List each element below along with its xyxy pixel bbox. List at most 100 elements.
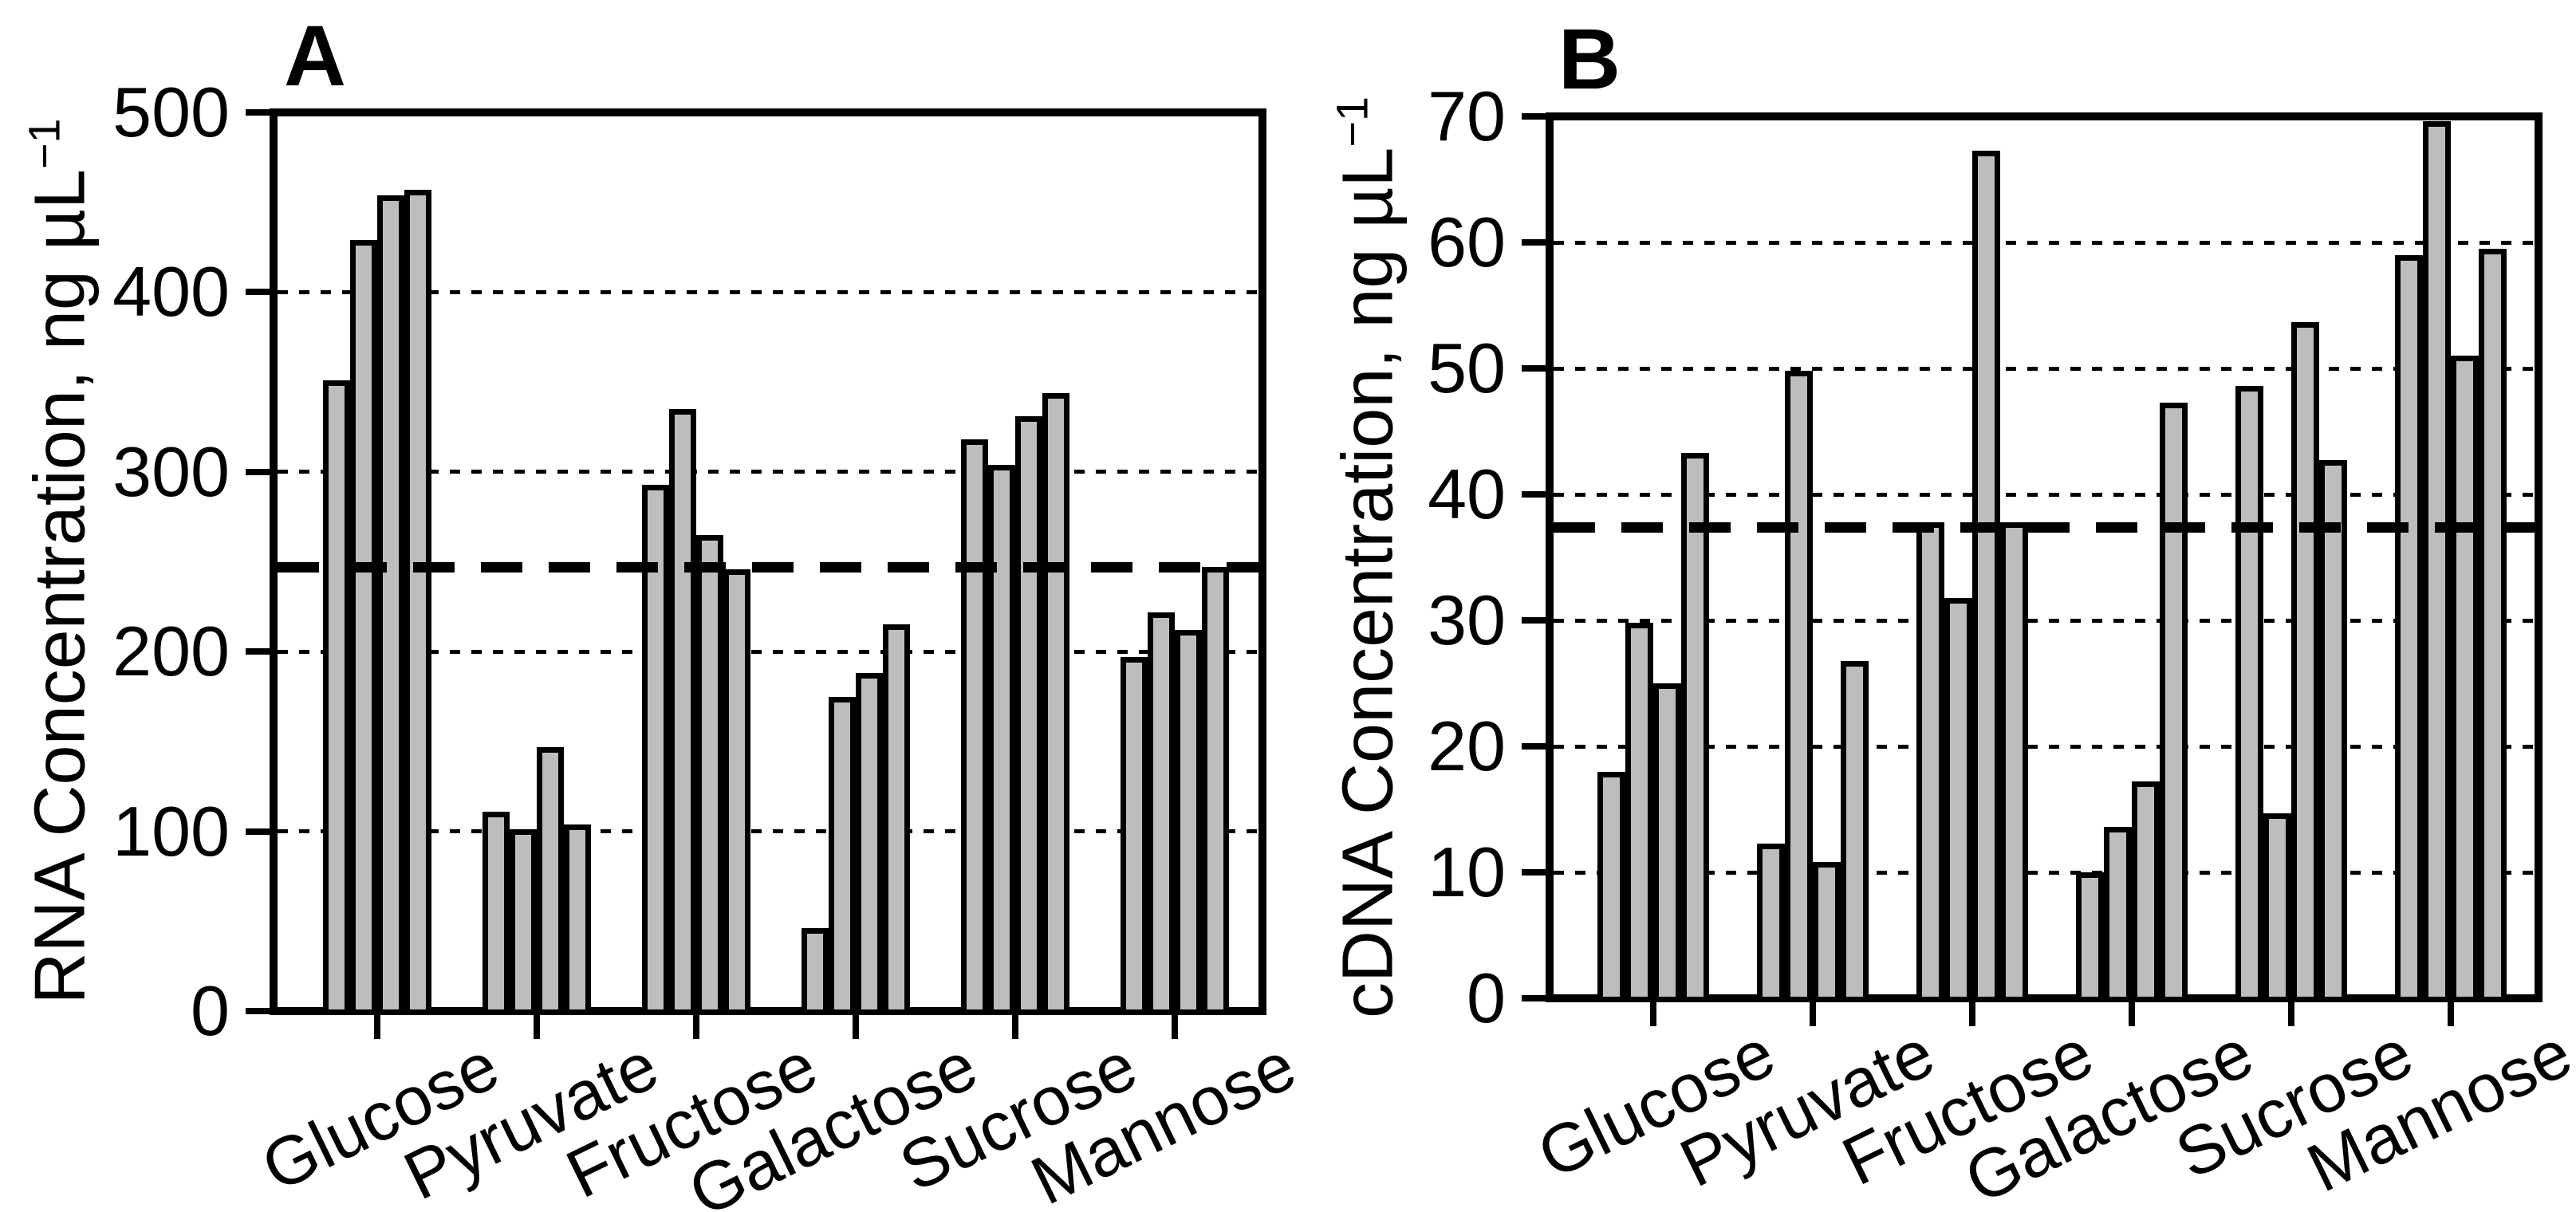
panel-a-reference-line — [278, 561, 1258, 573]
panel-a-bar-galactose-4 — [883, 624, 910, 1015]
panel-a-bar-sucrose-3 — [1015, 416, 1042, 1015]
panel-b-x-tick-fructose — [1969, 1002, 1975, 1026]
panel-b-y-tick-label-0: 0 — [1467, 958, 1506, 1037]
panel-a-bar-mannose-4 — [1202, 567, 1229, 1015]
panel-b-y-tick-70 — [1522, 113, 1546, 120]
panel-b-y-tick-10 — [1522, 869, 1546, 876]
panel-a-y-tick-200 — [246, 648, 270, 655]
panel-a-bar-galactose-3 — [856, 673, 883, 1015]
panel-a-x-tick-glucose — [374, 1015, 380, 1039]
panel-a-y-tick-100 — [246, 828, 270, 835]
panel-a-bar-glucose-1 — [323, 380, 350, 1015]
panel-a-gridline-100 — [278, 829, 1258, 834]
panel-b-bar-sucrose-2 — [2263, 813, 2291, 1002]
panel-a-bar-pyruvate-4 — [564, 824, 591, 1015]
panel-b-y-tick-60 — [1522, 239, 1546, 246]
panel-a-x-tick-mannose — [1172, 1015, 1178, 1039]
panel-a-y-tick-300 — [246, 468, 270, 475]
panel-a-bar-glucose-3 — [377, 195, 404, 1015]
panel-a-bar-sucrose-4 — [1042, 393, 1069, 1015]
panel-b-bar-sucrose-1 — [2235, 386, 2263, 1002]
panel-b-reference-line — [1554, 521, 2535, 533]
panel-a-bar-galactose-1 — [802, 928, 829, 1015]
panel-a-y-tick-0 — [246, 1008, 270, 1014]
panel-a-bar-fructose-3 — [696, 535, 723, 1015]
panel-b-bar-galactose-3 — [2132, 781, 2160, 1002]
panel-a-bar-sucrose-2 — [988, 465, 1015, 1015]
panel-a-bar-fructose-1 — [642, 485, 669, 1015]
panel-b-x-tick-galactose — [2129, 1002, 2135, 1026]
panel-a-y-tick-label-0: 0 — [191, 971, 230, 1050]
panel-b-gridline-20 — [1554, 744, 2535, 749]
panel-b-gridline-10 — [1554, 870, 2535, 875]
panel-b-x-tick-sucrose — [2288, 1002, 2294, 1026]
panel-a-x-tick-galactose — [853, 1015, 859, 1039]
panel-a-bar-galactose-2 — [829, 697, 856, 1015]
panel-a-x-tick-pyruvate — [534, 1015, 540, 1039]
panel-b-letter: B — [1558, 10, 1621, 107]
panel-a-x-tick-sucrose — [1012, 1015, 1018, 1039]
panel-b-bar-galactose-2 — [2104, 827, 2132, 1002]
panel-b-bar-mannose-2 — [2423, 121, 2451, 1002]
panel-b-y-tick-label-60: 60 — [1428, 203, 1506, 281]
panel-b-bar-galactose-1 — [2076, 872, 2104, 1002]
panel-b-bar-pyruvate-2 — [1785, 371, 1813, 1002]
panel-b-y-tick-50 — [1522, 365, 1546, 372]
panel-b-y-tick-label-70: 70 — [1428, 77, 1506, 155]
panel-b-gridline-60 — [1554, 240, 2535, 245]
panel-b-y-tick-label-10: 10 — [1428, 832, 1506, 911]
panel-b-x-tick-glucose — [1650, 1002, 1656, 1026]
panel-a-bar-mannose-2 — [1148, 612, 1175, 1015]
panel-b-bar-glucose-3 — [1653, 683, 1681, 1002]
panel-a-gridline-300 — [278, 470, 1258, 474]
panel-a-y-tick-500 — [246, 109, 270, 116]
panel-a-y-axis-title: RNA Concentration, ng µL−1 — [19, 118, 100, 1004]
panel-b-bar-pyruvate-1 — [1757, 844, 1785, 1002]
panel-b-bar-mannose-1 — [2395, 255, 2423, 1002]
panel-b-gridline-50 — [1554, 366, 2535, 371]
panel-b-bar-glucose-2 — [1625, 623, 1653, 1002]
panel-b-bar-pyruvate-3 — [1813, 862, 1841, 1002]
panel-a-bar-sucrose-1 — [961, 439, 988, 1015]
panel-b-y-tick-label-50: 50 — [1428, 329, 1506, 407]
panel-b-y-tick-0 — [1522, 995, 1546, 1001]
panel-b-bar-sucrose-4 — [2319, 460, 2347, 1002]
panel-b-gridline-40 — [1554, 492, 2535, 497]
panel-b-bar-sucrose-3 — [2291, 322, 2319, 1002]
panel-b-gridline-30 — [1554, 618, 2535, 623]
panel-b-bar-fructose-3 — [1972, 151, 2000, 1002]
panel-a-bar-pyruvate-1 — [483, 812, 510, 1015]
panel-a-bar-glucose-2 — [350, 240, 377, 1015]
panel-b-y-tick-label-40: 40 — [1428, 454, 1506, 533]
panel-b-bar-mannose-3 — [2451, 356, 2479, 1002]
panel-a-bar-mannose-1 — [1121, 657, 1148, 1015]
panel-b-bar-fructose-2 — [1944, 598, 1972, 1002]
panel-b-bar-pyruvate-4 — [1841, 661, 1869, 1002]
panel-a-y-tick-label-400: 400 — [112, 252, 230, 332]
panel-b-x-tick-mannose — [2448, 1002, 2454, 1026]
panel-b-y-tick-40 — [1522, 491, 1546, 498]
panel-b-bar-mannose-4 — [2479, 249, 2507, 1002]
panel-b-bar-galactose-4 — [2160, 403, 2188, 1002]
panel-a-bar-pyruvate-2 — [510, 829, 537, 1015]
panel-a-bar-glucose-4 — [404, 190, 431, 1015]
panel-a-y-tick-label-300: 300 — [112, 431, 230, 511]
panel-b-bar-glucose-4 — [1681, 453, 1709, 1002]
panel-a-y-tick-label-200: 200 — [112, 612, 230, 691]
panel-b-bar-fructose-1 — [1916, 522, 1944, 1002]
panel-a-y-tick-400 — [246, 289, 270, 296]
panel-b-y-tick-label-30: 30 — [1428, 580, 1506, 659]
panel-b-y-tick-20 — [1522, 743, 1546, 750]
panel-a-gridline-400 — [278, 289, 1258, 294]
panel-b-bar-fructose-4 — [2000, 522, 2028, 1002]
panel-a-bar-mannose-3 — [1175, 630, 1202, 1015]
panel-a-bar-pyruvate-3 — [537, 747, 564, 1015]
panel-a-plot-area: 0 100 200 300 400 500 Glucose Pyruvate Fructose G… — [112, 77, 1307, 1212]
panel-a-bar-fructose-2 — [669, 409, 696, 1015]
panel-a-y-tick-label-100: 100 — [112, 791, 230, 871]
panel-b-bar-glucose-1 — [1597, 772, 1625, 1002]
panel-a-gridline-200 — [278, 649, 1258, 654]
panel-b-y-tick-label-20: 20 — [1428, 706, 1506, 785]
panel-a-x-tick-fructose — [693, 1015, 699, 1039]
